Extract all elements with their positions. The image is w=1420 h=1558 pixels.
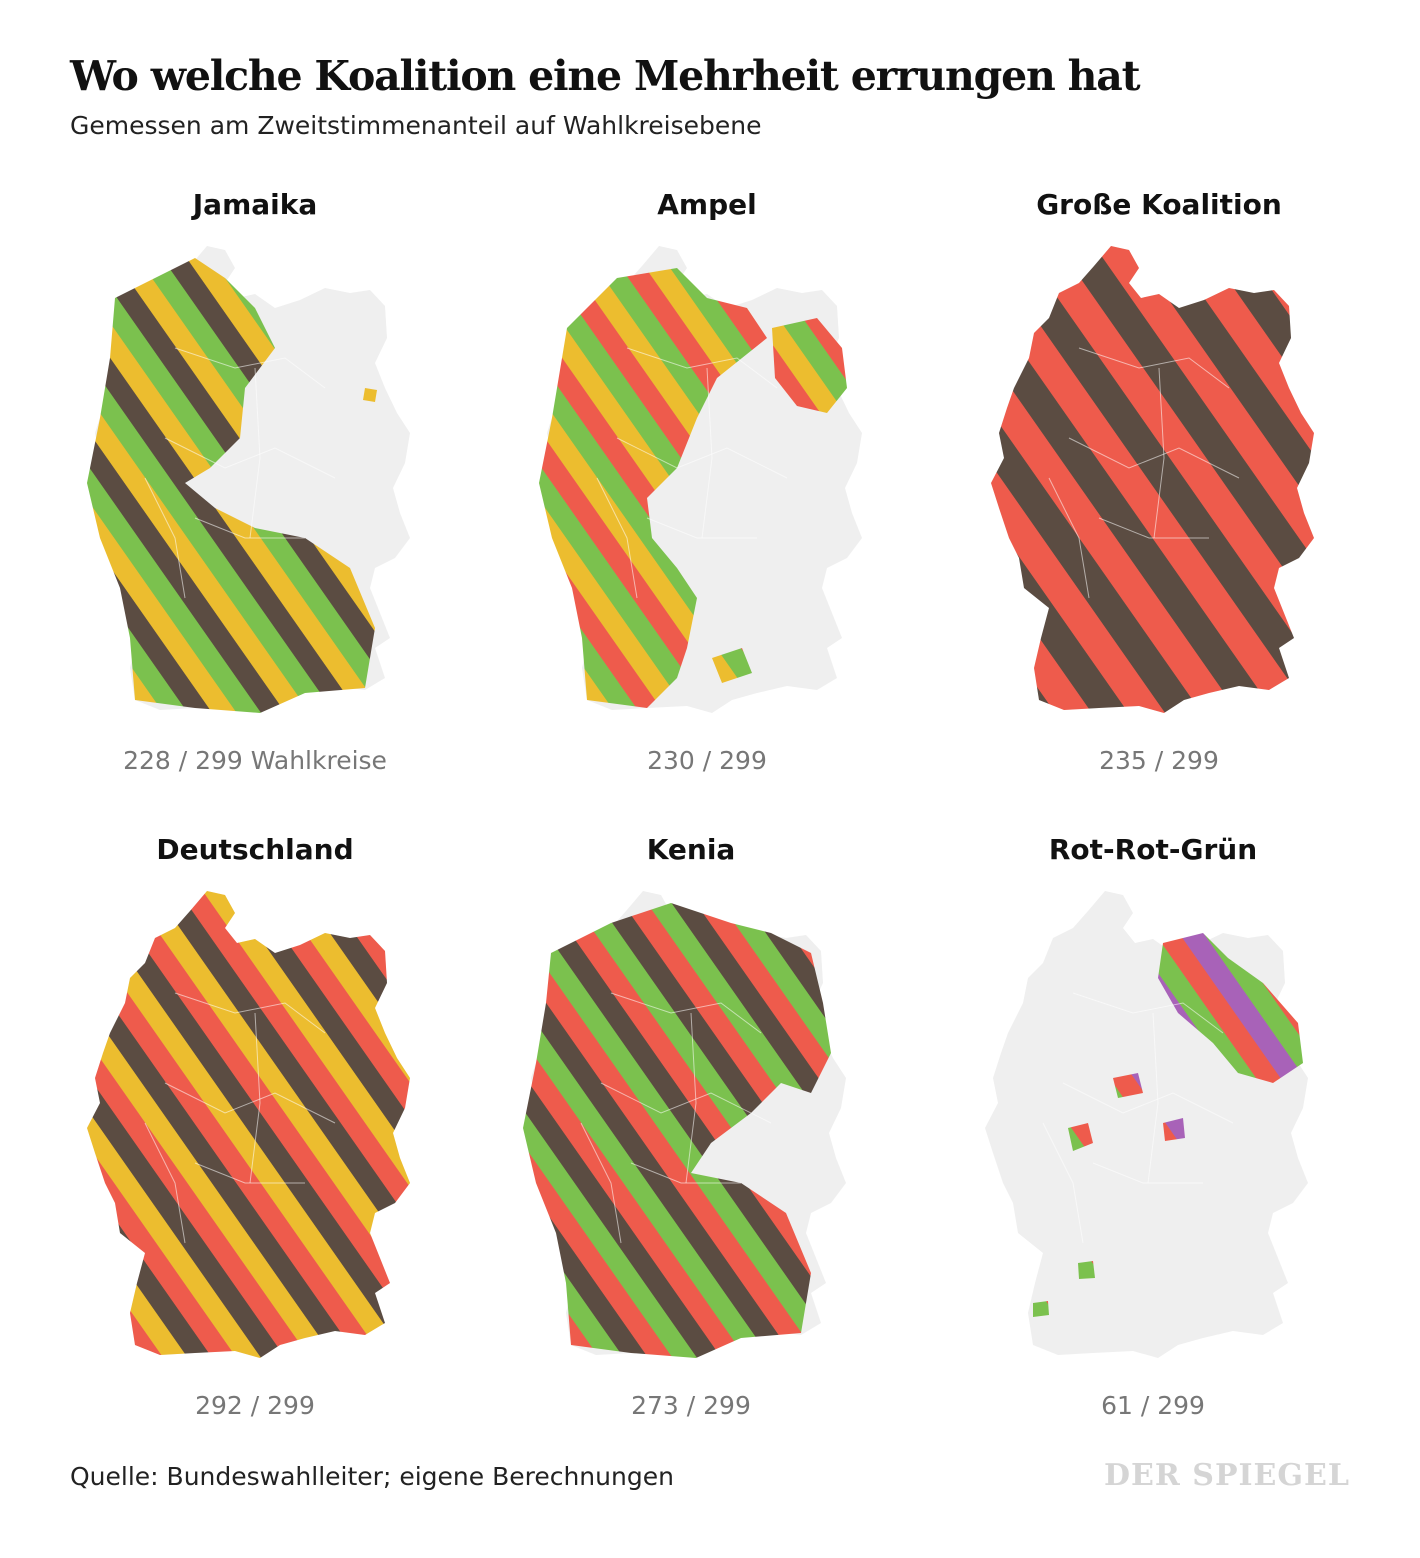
majority-area [523,903,831,1358]
majority-area [1163,1118,1185,1141]
majority-area [363,388,377,402]
majority-region [1033,933,1303,1317]
majority-area [1033,1301,1049,1317]
state-border [1147,1012,1159,1184]
majority-area [712,648,752,683]
state-border [144,1122,186,1244]
majority-region [87,891,410,1358]
majority-region [87,258,377,713]
map-count-jamaika: 228 / 299 Wahlkreise [123,746,387,775]
map-deutschland [87,891,410,1358]
majority-area [1113,1073,1143,1098]
map-panel-rot-rot-gruen: Rot-Rot-Grün 61 / 299 [923,833,1383,1473]
majority-area [1078,1261,1095,1279]
state-border [164,1082,336,1124]
map-panel-deutschland: Deutschland 292 / 299 [25,833,485,1473]
chart-subtitle: Gemessen am Zweitstimmenanteil auf Wahlk… [70,111,762,140]
majority-area [539,268,767,708]
source-note: Quelle: Bundeswahlleiter; eigene Berechn… [70,1462,674,1491]
map-panel-ampel: Ampel 230 / 299 [477,188,937,828]
state-border [1068,437,1240,479]
state-border [194,1162,305,1184]
majority-area [1158,933,1303,1083]
majority-area [1068,1123,1093,1151]
state-border [1098,517,1209,539]
germany-base-shape [985,891,1308,1358]
map-title-kenia: Kenia [646,833,736,866]
map-ampel [539,246,862,713]
state-border [1072,992,1224,1034]
map-title-rot-rot-gruen: Rot-Rot-Grün [1048,833,1258,866]
map-count-kenia: 273 / 299 [631,1391,751,1420]
map-rot-rot-gruen [985,891,1308,1358]
map-panel-grosse-koalition: Große Koalition 235 / 299 [929,188,1389,828]
publisher-logo: DER SPIEGEL [1104,1458,1350,1493]
state-border [600,1082,772,1124]
state-border [646,517,757,539]
map-count-grosse-koalition: 235 / 299 [1099,746,1219,775]
state-border [1042,1122,1084,1244]
state-border [1048,477,1090,599]
state-border [1153,367,1165,539]
map-count-rot-rot-gruen: 61 / 299 [1101,1391,1205,1420]
majority-area [87,258,375,713]
map-jamaika [87,246,410,713]
state-border [1092,1162,1203,1184]
state-border [164,437,336,479]
state-border [174,347,326,389]
majority-region [539,268,847,708]
state-border [626,347,778,389]
state-border [144,477,186,599]
map-title-grosse-koalition: Große Koalition [1036,188,1282,221]
state-border [1062,1082,1234,1124]
state-border [685,1012,697,1184]
germany-outline [985,891,1308,1358]
majority-area [87,891,410,1358]
map-count-ampel: 230 / 299 [647,746,767,775]
state-border [249,1012,261,1184]
map-title-ampel: Ampel [657,188,757,221]
state-border [194,517,305,539]
state-border [596,477,638,599]
map-kenia [523,891,846,1358]
map-grosse-koalition [991,246,1314,713]
map-panel-jamaika: Jamaika 228 / 299 Wahlkreise [25,188,485,828]
majority-region [523,903,831,1358]
majority-area [991,246,1314,713]
state-border [630,1162,741,1184]
chart-title: Wo welche Koalition eine Mehrheit errung… [70,52,1141,100]
majority-region [991,246,1314,713]
state-border [174,992,326,1034]
map-title-deutschland: Deutschland [156,833,354,866]
state-border [249,367,261,539]
map-panel-kenia: Kenia 273 / 299 [461,833,921,1473]
majority-area [772,318,847,413]
state-border [580,1122,622,1244]
state-border [610,992,762,1034]
state-border [1078,347,1230,389]
map-title-jamaika: Jamaika [192,188,318,221]
state-border [616,437,788,479]
map-count-deutschland: 292 / 299 [195,1391,315,1420]
state-border [701,367,713,539]
